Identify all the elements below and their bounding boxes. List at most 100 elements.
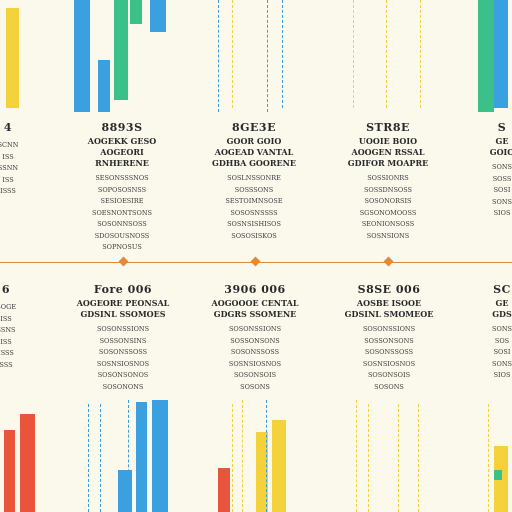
timeline-marker — [118, 256, 129, 267]
top-tick — [386, 0, 387, 108]
top-bar-blue-right — [494, 0, 508, 108]
top-event-2: 8GE3E GOOR GOIO AOGEAD VANTAL GDHBA GOORENE… — [208, 122, 300, 242]
event-description-line: SOSNSISHISOS — [227, 220, 281, 228]
event-title: S8SE 006 — [357, 283, 421, 296]
event-description-line: ISS — [0, 314, 12, 323]
bottom-event-2: 3906 006 AOGOOOE CENTAL GDGRS SSOMENE SOSON… — [206, 284, 304, 393]
top-event-4: S GE GOIO SONS SOSS SOSI SONS SIOS — [482, 122, 512, 220]
top-bar-yellow-left — [6, 8, 19, 108]
event-subtitle: AOGEAD VANTAL — [214, 147, 294, 157]
top-event-3: STR8E UOOIE BOIO AOOGEN RSSAL GDIFOR MOAPRE… — [342, 122, 434, 242]
top-bar-blue-c — [150, 0, 166, 32]
event-subtitle: GE — [495, 136, 509, 146]
top-tick — [282, 0, 283, 108]
event-description-line: SSS — [0, 360, 13, 369]
event-description-line: SOSONSOIS — [367, 371, 411, 379]
top-tick — [267, 0, 268, 112]
event-description-line: SSNN — [0, 164, 19, 172]
event-description-line: SOSSDNSOSS — [363, 185, 413, 194]
bottom-bar-blue-c — [152, 400, 168, 512]
event-description-line: SOSSSONS — [234, 185, 274, 194]
event-description-line: SESIOESIRE — [100, 197, 144, 205]
event-description-line: SOSONSSIONS — [96, 325, 150, 333]
top-tick — [353, 0, 354, 108]
event-description-line: SOSONSSIONS — [228, 325, 282, 333]
event-subtitle: AOGEORE PEONSAL — [76, 298, 170, 308]
bottom-tick — [368, 404, 369, 512]
event-description-line: SOSSONSONS — [364, 336, 414, 345]
event-description-line: SOSONSSOSS — [364, 348, 414, 356]
event-description-line: SEONIONSOSS — [361, 220, 415, 228]
event-subtitle: AOSBE ISOOE — [356, 298, 422, 308]
event-description-line: SOSSIONRS — [367, 174, 409, 182]
event-description-line: SIOS — [493, 209, 511, 217]
event-title: 4 — [3, 121, 13, 134]
bottom-bar-blue-b — [136, 402, 147, 512]
event-subtitle: AOOGEN RSSAL — [351, 147, 425, 157]
top-event-1: 8893S AOGEKK GESO AOGEORI RNHERENE SESONSSS… — [76, 122, 168, 254]
top-bar-green-a — [114, 0, 128, 100]
bottom-bar-yellow-b — [272, 420, 286, 512]
event-description-line: ISS — [0, 337, 12, 346]
event-description-line: SOSONSONOS — [97, 371, 149, 379]
event-title: S — [497, 121, 507, 134]
event-description-line: SONS — [492, 325, 512, 333]
event-title: STR8E — [366, 121, 410, 134]
event-description-line: ISS — [2, 152, 14, 161]
bottom-event-1: Fore 006 AOGEORE PEONSAL GDSINL SSOMOES SOS… — [74, 284, 172, 393]
top-tick — [232, 0, 233, 108]
event-description-line: ISSS — [0, 349, 14, 357]
event-description-line: SOSSONSONS — [230, 336, 280, 345]
event-description-line: SOSNSIOSNOS — [362, 359, 416, 368]
event-description-line: SOSONORSIS — [364, 197, 412, 205]
timeline-marker — [250, 256, 261, 267]
event-description-line: SOESNONTSONS — [92, 208, 152, 217]
event-description-line: SONS — [492, 163, 512, 171]
event-subtitle: AOGEORI RNHERENE — [95, 147, 149, 168]
event-subtitle: GDGRS SSOMENE — [213, 309, 297, 319]
bottom-tick — [88, 404, 89, 512]
top-bar-blue-b — [98, 60, 110, 112]
bottom-bar-red-a — [4, 430, 15, 512]
top-bar-green-b — [130, 0, 142, 24]
event-description-line: SOSOSISKOS — [231, 231, 277, 240]
event-description-line: ISS — [2, 175, 14, 184]
event-description-line: SOSS — [492, 174, 512, 183]
event-description-line: SDOSOUSNOSS — [94, 231, 150, 240]
event-description-line: BOGE — [0, 303, 17, 311]
bottom-tick — [488, 404, 489, 512]
event-description-line: SIOS — [493, 371, 511, 379]
event-subtitle: GE — [495, 298, 509, 308]
event-description-line: SOSONSSOSS — [230, 348, 280, 356]
top-event-0: 4 SCNN ISS SSNN ISS ISSS — [0, 122, 28, 198]
event-description-line: SGSONOMOOSS — [359, 208, 417, 217]
event-description-line: SOSNSIOSNOS — [96, 359, 150, 368]
bottom-tick — [418, 404, 419, 512]
bottom-tick — [232, 404, 233, 512]
event-title: 3906 006 — [224, 283, 286, 296]
event-description-line: SOSONS — [374, 382, 404, 391]
event-description-line: SOSONSSOSS — [98, 348, 148, 356]
bottom-tick — [266, 400, 267, 512]
event-subtitle: GOOR GOIO — [226, 136, 282, 146]
event-description-line: SOSONNSOSS — [97, 220, 147, 228]
event-description-line: ISSS — [0, 187, 16, 195]
top-bar-blue-a — [74, 0, 90, 112]
event-title: 6 — [1, 283, 11, 296]
event-description-line: SOSLNSSONRE — [227, 174, 281, 182]
event-subtitle: GOIO — [489, 147, 512, 157]
bottom-tick — [100, 404, 101, 512]
bottom-bar-yellow-a — [256, 432, 268, 512]
event-description-line: SOS — [494, 336, 510, 345]
top-tick — [218, 0, 219, 112]
event-subtitle: GDS — [492, 309, 512, 319]
event-description-line: SOSSONSINS — [99, 336, 147, 345]
event-description-line: SOSONSSIONS — [362, 325, 416, 333]
bottom-tick — [356, 400, 357, 512]
event-description-line: SESONSSSNOS — [95, 174, 149, 182]
event-description-line: SONS — [492, 197, 512, 206]
event-subtitle: GDSINL SSOMOES — [80, 309, 166, 319]
